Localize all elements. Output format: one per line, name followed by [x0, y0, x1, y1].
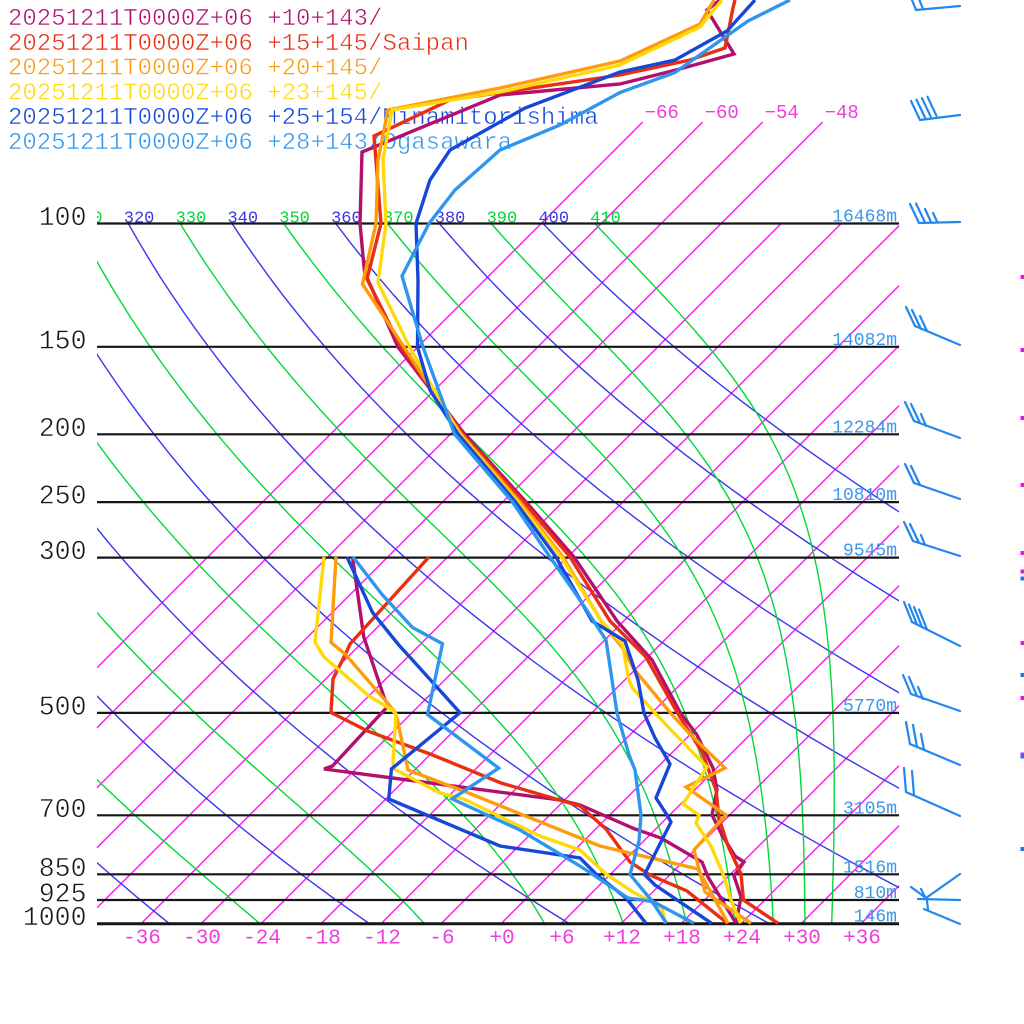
svg-text:+0: +0 — [489, 928, 514, 951]
svg-text:350: 350 — [279, 210, 310, 229]
svg-text:+36: +36 — [843, 928, 881, 951]
svg-text:320: 320 — [124, 210, 155, 229]
svg-text:20251211T0000Z+06 +15+145/Saip: 20251211T0000Z+06 +15+145/Saipan — [8, 31, 469, 58]
svg-text:16468m: 16468m — [832, 208, 897, 228]
svg-text:310: 310 — [72, 210, 103, 229]
svg-text:−66: −66 — [645, 102, 679, 124]
svg-text:−48: −48 — [825, 102, 859, 124]
svg-text:810m: 810m — [854, 884, 897, 904]
svg-text:9545m: 9545m — [843, 542, 897, 562]
svg-text:+24: +24 — [723, 928, 761, 951]
svg-text:10810m: 10810m — [832, 486, 897, 506]
svg-text:500: 500 — [39, 692, 87, 722]
svg-text:-30: -30 — [183, 928, 221, 951]
svg-text:+30: +30 — [783, 928, 821, 951]
svg-text:850: 850 — [39, 854, 87, 884]
svg-text:100: 100 — [39, 203, 87, 233]
svg-text:14082m: 14082m — [832, 331, 897, 351]
svg-text:146m: 146m — [854, 908, 897, 928]
svg-text:+18: +18 — [663, 928, 701, 951]
svg-text:1000: 1000 — [23, 903, 87, 933]
svg-text:330: 330 — [176, 210, 207, 229]
svg-text:-24: -24 — [243, 928, 281, 951]
svg-text:20251211T0000Z+06 +10+143/: 20251211T0000Z+06 +10+143/ — [8, 6, 382, 33]
svg-text:20251211T0000Z+06 +20+145/: 20251211T0000Z+06 +20+145/ — [8, 56, 382, 83]
svg-text:410: 410 — [590, 210, 621, 229]
svg-text:−60: −60 — [705, 102, 739, 124]
svg-text:-36: -36 — [123, 928, 161, 951]
svg-text:1516m: 1516m — [843, 858, 897, 878]
svg-text:-18: -18 — [303, 928, 341, 951]
svg-text:−54: −54 — [765, 102, 799, 124]
svg-text:-6: -6 — [429, 928, 454, 951]
svg-text:20251211T0000Z+06 +28+143/Ogas: 20251211T0000Z+06 +28+143/Ogasawara — [8, 130, 512, 157]
svg-text:150: 150 — [39, 326, 87, 356]
svg-text:925: 925 — [39, 880, 87, 910]
svg-text:12284m: 12284m — [832, 418, 897, 438]
svg-text:300: 300 — [39, 537, 87, 567]
svg-text:700: 700 — [39, 795, 87, 825]
svg-text:380: 380 — [435, 210, 466, 229]
svg-text:250: 250 — [39, 482, 87, 512]
svg-text:340: 340 — [227, 210, 258, 229]
svg-text:+6: +6 — [549, 928, 574, 951]
svg-text:3105m: 3105m — [843, 799, 897, 819]
svg-text:20251211T0000Z+06 +25+154/Mina: 20251211T0000Z+06 +25+154/Minamitorishim… — [8, 105, 599, 132]
svg-text:5770m: 5770m — [843, 697, 897, 717]
svg-text:390: 390 — [487, 210, 518, 229]
svg-text:20251211T0000Z+06 +23+145/: 20251211T0000Z+06 +23+145/ — [8, 80, 382, 107]
svg-text:200: 200 — [39, 414, 87, 444]
svg-text:+12: +12 — [603, 928, 641, 951]
svg-text:-12: -12 — [363, 928, 401, 951]
svg-text:400: 400 — [538, 210, 569, 229]
svg-text:360: 360 — [331, 210, 362, 229]
svg-text:370: 370 — [383, 210, 414, 229]
